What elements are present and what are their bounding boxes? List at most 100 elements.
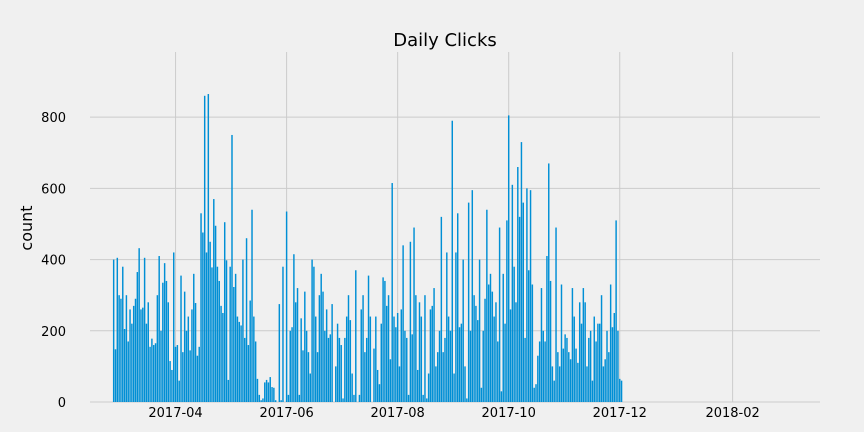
bar: [597, 323, 599, 402]
bar: [335, 366, 337, 402]
bar: [315, 316, 317, 402]
bar: [546, 256, 548, 402]
bar: [298, 394, 301, 402]
bar: [120, 298, 122, 402]
bar: [389, 359, 392, 402]
bar: [347, 295, 350, 402]
bar: [531, 284, 534, 402]
bar: [260, 400, 262, 402]
bar: [608, 352, 610, 402]
bar: [489, 273, 492, 402]
bar: [264, 382, 266, 402]
bar: [518, 216, 521, 402]
bar: [557, 352, 559, 402]
bar: [176, 345, 179, 402]
bar: [207, 94, 210, 403]
bar: [136, 272, 139, 402]
bar: [118, 295, 120, 402]
bar: [500, 391, 503, 402]
bar: [528, 270, 530, 402]
bar: [322, 291, 324, 402]
bar: [593, 316, 595, 402]
bar: [240, 325, 242, 402]
bar: [560, 284, 563, 402]
bar: [406, 337, 408, 402]
bar: [325, 309, 328, 402]
bar: [571, 288, 574, 402]
bar: [302, 350, 304, 402]
bar: [493, 316, 495, 402]
bar: [600, 295, 603, 402]
y-axis-label: count: [17, 205, 36, 250]
bar: [404, 330, 406, 402]
bar: [422, 394, 424, 402]
bar: [544, 341, 546, 402]
bar: [178, 380, 180, 402]
bar: [309, 373, 312, 402]
bar: [391, 183, 393, 402]
bar: [495, 302, 497, 402]
bar: [293, 254, 295, 402]
bar: [254, 341, 257, 402]
bar: [378, 384, 381, 402]
bar: [278, 304, 281, 402]
y-tick-label: 200: [41, 325, 66, 340]
bar: [502, 273, 504, 402]
bar: [564, 334, 566, 402]
bar: [173, 252, 175, 402]
bar: [127, 341, 129, 402]
bar: [620, 380, 623, 402]
bar: [305, 330, 308, 402]
bar: [442, 352, 444, 402]
bar: [553, 380, 555, 402]
bar: [291, 327, 293, 402]
bar: [225, 260, 228, 402]
bar: [573, 316, 575, 402]
bar: [256, 378, 259, 402]
bar: [457, 213, 459, 402]
bar: [400, 309, 403, 402]
bar: [566, 337, 568, 402]
chart-title: Daily Clicks: [393, 30, 497, 51]
bar: [318, 295, 321, 402]
bar: [116, 257, 119, 402]
bar: [265, 379, 268, 402]
bar: [174, 346, 177, 402]
bar: [182, 352, 184, 402]
bar: [586, 366, 588, 402]
bar: [578, 302, 581, 402]
bar: [122, 266, 124, 402]
bar: [344, 337, 346, 402]
bar: [311, 259, 313, 402]
y-tick-labels: 0 200 400 600 800: [41, 111, 66, 411]
bar: [480, 387, 483, 402]
bar: [424, 295, 426, 402]
bar: [213, 199, 215, 402]
bar: [145, 323, 148, 402]
bar: [589, 330, 592, 402]
bar: [205, 252, 208, 402]
bar: [386, 305, 388, 402]
bar: [152, 345, 155, 402]
bar: [149, 346, 151, 402]
bar: [369, 316, 372, 402]
x-tick-label: 2018-02: [705, 406, 759, 421]
bar: [289, 330, 291, 402]
bar: [396, 312, 399, 402]
x-tick-label: 2017-12: [593, 406, 647, 421]
bar: [151, 338, 153, 402]
bar: [384, 280, 386, 402]
bar: [478, 259, 481, 402]
bar: [398, 366, 401, 402]
bar: [591, 380, 594, 402]
bar: [280, 400, 282, 402]
bar: [393, 316, 395, 402]
bar: [449, 330, 452, 402]
bar: [486, 209, 488, 402]
bar: [524, 337, 526, 402]
bar: [336, 323, 339, 402]
bar: [475, 305, 477, 402]
bar: [420, 316, 423, 402]
bar: [433, 288, 435, 402]
bar: [462, 259, 464, 402]
